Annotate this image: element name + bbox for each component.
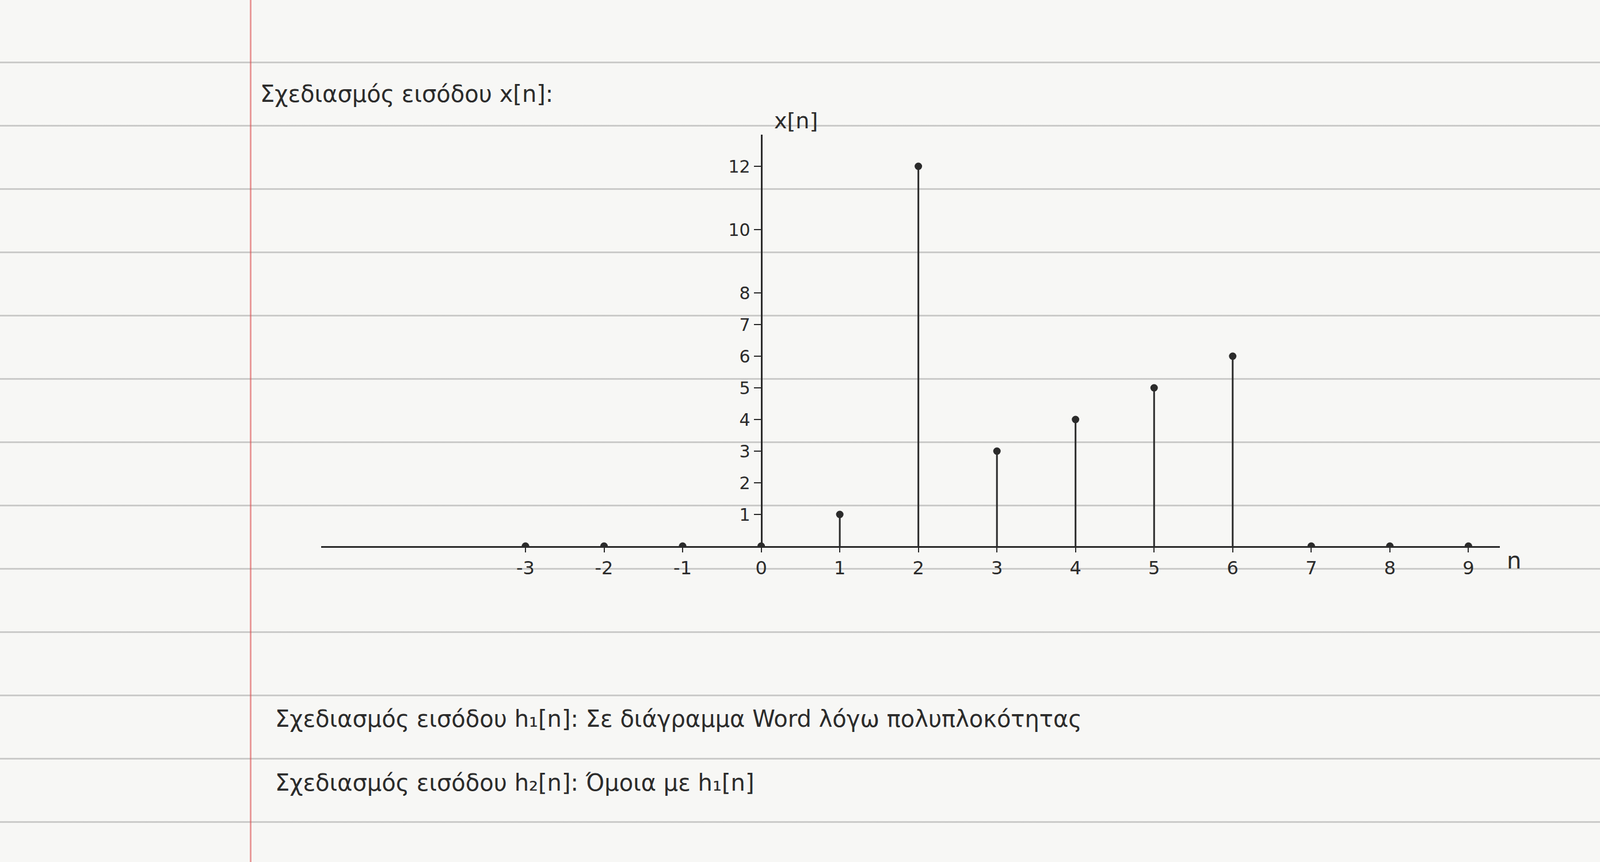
svg-text:12: 12 [728,156,750,177]
svg-text:4: 4 [1069,557,1082,579]
svg-text:3: 3 [991,557,1003,579]
svg-text:Σχεδιασμός εισόδου h₂[n]: Όμοι: Σχεδιασμός εισόδου h₂[n]: Όμοια με h₁[n] [275,769,755,796]
svg-text:n: n [1506,547,1522,574]
svg-text:9: 9 [1462,557,1474,579]
svg-text:10: 10 [728,219,750,240]
svg-text:8: 8 [1384,557,1396,579]
svg-text:4: 4 [738,409,750,430]
svg-text:2: 2 [912,557,924,579]
svg-text:7: 7 [738,314,750,335]
svg-text:Σχεδιασμός εισόδου h₁[n]: Σε δ: Σχεδιασμός εισόδου h₁[n]: Σε διάγραμμα W… [275,705,1083,733]
svg-text:8: 8 [738,283,750,304]
svg-text:-2: -2 [595,557,614,579]
svg-text:5: 5 [738,378,750,399]
svg-text:6: 6 [1227,557,1239,579]
svg-text:7: 7 [1305,557,1317,579]
svg-text:1: 1 [833,557,846,579]
svg-text:2: 2 [738,473,750,494]
svg-text:0: 0 [755,557,767,579]
svg-text:5: 5 [1148,557,1160,579]
svg-text:1: 1 [738,504,750,525]
svg-text:x[n]: x[n] [774,108,818,134]
svg-text:-1: -1 [673,557,692,579]
svg-text:6: 6 [738,346,750,367]
svg-text:Σχεδιασμός εισόδου x[n]:: Σχεδιασμός εισόδου x[n]: [260,80,554,108]
svg-text:-3: -3 [516,557,535,579]
svg-text:3: 3 [738,441,750,462]
